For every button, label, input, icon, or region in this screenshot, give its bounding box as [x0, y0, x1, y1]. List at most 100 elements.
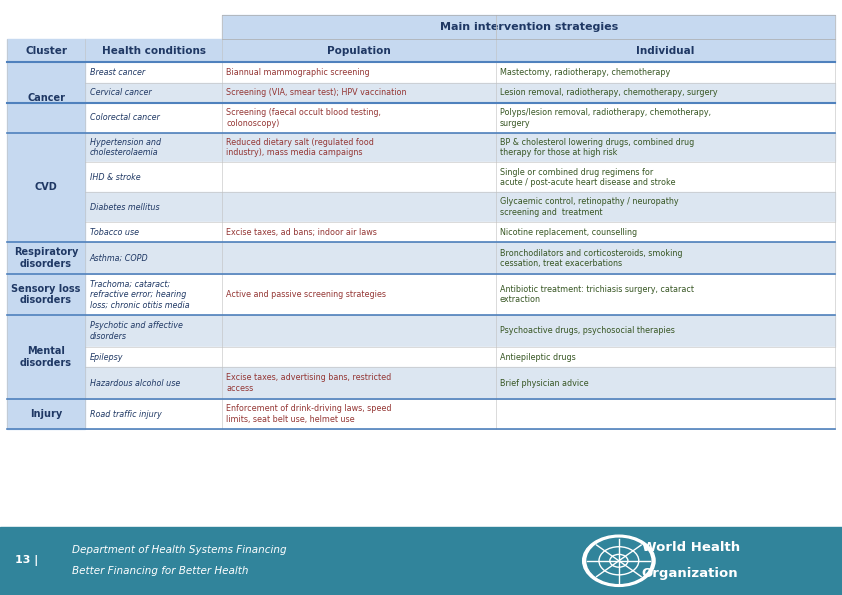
Bar — [222, 242, 496, 274]
Text: Road traffic injury: Road traffic injury — [89, 409, 162, 419]
Bar — [85, 347, 222, 367]
Bar — [496, 133, 835, 162]
Bar — [85, 162, 222, 192]
Bar — [222, 222, 496, 242]
Text: Bronchodilators and corticosteroids, smoking
cessation, treat exacerbations: Bronchodilators and corticosteroids, smo… — [500, 249, 682, 268]
Bar — [7, 399, 85, 429]
Bar — [496, 347, 835, 367]
Bar — [85, 192, 222, 222]
Bar — [222, 192, 496, 222]
Text: Biannual mammographic screening: Biannual mammographic screening — [226, 68, 370, 77]
Text: Respiratory
disorders: Respiratory disorders — [14, 248, 78, 269]
Bar — [222, 274, 496, 315]
Bar — [85, 103, 222, 133]
Bar — [496, 83, 835, 103]
Text: Mental
disorders: Mental disorders — [20, 346, 72, 368]
Text: Hypertension and
cholesterolaemia: Hypertension and cholesterolaemia — [89, 138, 161, 157]
Text: Population: Population — [327, 46, 391, 55]
Bar — [7, 274, 85, 315]
Text: Breast cancer: Breast cancer — [89, 68, 145, 77]
Text: Diabetes mellitus: Diabetes mellitus — [89, 202, 159, 212]
Bar — [85, 274, 222, 315]
Text: 13 |: 13 | — [15, 555, 39, 566]
Bar — [222, 15, 835, 39]
Text: Excise taxes, advertising bans, restricted
access: Excise taxes, advertising bans, restrict… — [226, 374, 392, 393]
Bar — [496, 103, 835, 133]
Text: Epilepsy: Epilepsy — [89, 352, 123, 362]
Bar — [7, 242, 85, 274]
Bar — [496, 315, 835, 347]
Text: Enforcement of drink-driving laws, speed
limits, seat belt use, helmet use: Enforcement of drink-driving laws, speed… — [226, 405, 392, 424]
Bar — [85, 367, 222, 399]
Text: Lesion removal, radiotherapy, chemotherapy, surgery: Lesion removal, radiotherapy, chemothera… — [500, 88, 717, 98]
Bar — [0, 527, 842, 595]
Bar — [222, 399, 496, 429]
Bar — [85, 62, 222, 83]
Bar — [7, 39, 85, 62]
Circle shape — [587, 538, 651, 583]
Text: Glycaemic control, retinopathy / neuropathy
screening and  treatment: Glycaemic control, retinopathy / neuropa… — [500, 198, 679, 217]
Bar — [7, 315, 85, 399]
Text: World Health: World Health — [642, 541, 740, 554]
Text: Trachoma; cataract;
refractive error; hearing
loss; chronic otitis media: Trachoma; cataract; refractive error; he… — [89, 280, 189, 309]
Text: Psychoactive drugs, psychosocial therapies: Psychoactive drugs, psychosocial therapi… — [500, 326, 674, 336]
Bar — [496, 192, 835, 222]
Bar — [496, 399, 835, 429]
Circle shape — [583, 536, 655, 587]
Text: Reduced dietary salt (regulated food
industry), mass media campaigns: Reduced dietary salt (regulated food ind… — [226, 138, 374, 157]
Bar — [222, 103, 496, 133]
Text: Department of Health Systems Financing: Department of Health Systems Financing — [72, 545, 286, 555]
Text: Cervical cancer: Cervical cancer — [89, 88, 152, 98]
Text: Brief physician advice: Brief physician advice — [500, 378, 589, 388]
Bar — [7, 62, 85, 133]
Bar — [85, 83, 222, 103]
Text: Cluster: Cluster — [25, 46, 67, 55]
Bar — [496, 162, 835, 192]
Text: Single or combined drug regimens for
acute / post-acute heart disease and stroke: Single or combined drug regimens for acu… — [500, 168, 675, 187]
Text: Screening (VIA, smear test); HPV vaccination: Screening (VIA, smear test); HPV vaccina… — [226, 88, 407, 98]
Bar — [222, 347, 496, 367]
Bar — [222, 162, 496, 192]
Text: Main intervention strategies: Main intervention strategies — [440, 22, 618, 32]
Text: Tobacco use: Tobacco use — [89, 227, 139, 237]
Text: Hazardous alcohol use: Hazardous alcohol use — [89, 378, 180, 388]
Text: Asthma; COPD: Asthma; COPD — [89, 253, 148, 263]
Text: Polyps/lesion removal, radiotherapy, chemotherapy,
surgery: Polyps/lesion removal, radiotherapy, che… — [500, 108, 711, 127]
Text: Active and passive screening strategies: Active and passive screening strategies — [226, 290, 386, 299]
Text: Individual: Individual — [637, 46, 695, 55]
Text: Excise taxes, ad bans; indoor air laws: Excise taxes, ad bans; indoor air laws — [226, 227, 377, 237]
Bar — [222, 367, 496, 399]
Bar — [496, 274, 835, 315]
Bar — [85, 242, 222, 274]
Text: Injury: Injury — [30, 409, 62, 419]
Bar — [496, 367, 835, 399]
Text: Health conditions: Health conditions — [102, 46, 205, 55]
Bar — [85, 133, 222, 162]
Text: IHD & stroke: IHD & stroke — [89, 173, 141, 182]
Text: Antiepileptic drugs: Antiepileptic drugs — [500, 352, 576, 362]
Text: Antibiotic treatment: trichiasis surgery, cataract
extraction: Antibiotic treatment: trichiasis surgery… — [500, 285, 694, 304]
Text: CVD: CVD — [35, 183, 57, 192]
Bar — [222, 133, 496, 162]
Text: Mastectomy, radiotherapy, chemotherapy: Mastectomy, radiotherapy, chemotherapy — [500, 68, 670, 77]
Bar — [496, 39, 835, 62]
Bar — [85, 39, 222, 62]
Bar — [222, 83, 496, 103]
Text: Cancer: Cancer — [27, 93, 65, 102]
Text: Nicotine replacement, counselling: Nicotine replacement, counselling — [500, 227, 637, 237]
Bar — [222, 39, 496, 62]
Text: Sensory loss
disorders: Sensory loss disorders — [12, 284, 81, 305]
Bar — [7, 133, 85, 242]
Text: BP & cholesterol lowering drugs, combined drug
therapy for those at high risk: BP & cholesterol lowering drugs, combine… — [500, 138, 694, 157]
Bar — [85, 315, 222, 347]
Bar — [496, 62, 835, 83]
Text: Better Financing for Better Health: Better Financing for Better Health — [72, 566, 248, 577]
Text: Organization: Organization — [642, 568, 738, 580]
Bar — [7, 15, 222, 39]
Bar — [222, 62, 496, 83]
Bar — [85, 222, 222, 242]
Text: Screening (faecal occult blood testing,
colonoscopy): Screening (faecal occult blood testing, … — [226, 108, 381, 127]
Text: Colorectal cancer: Colorectal cancer — [89, 113, 159, 123]
Bar — [85, 399, 222, 429]
Text: Psychotic and affective
disorders: Psychotic and affective disorders — [89, 321, 183, 340]
